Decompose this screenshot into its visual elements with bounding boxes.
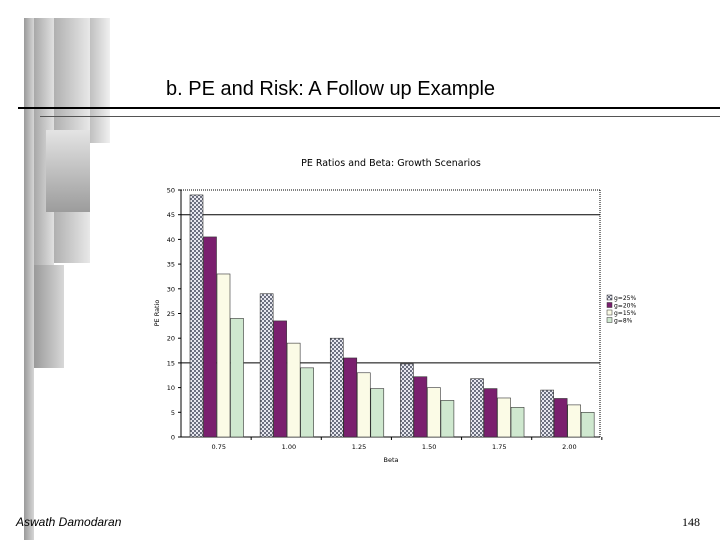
y-tick-label: 0 bbox=[171, 434, 175, 442]
x-tick-label: 1.75 bbox=[492, 443, 506, 451]
bar-g=15% bbox=[427, 387, 441, 438]
page-number: 148 bbox=[682, 515, 700, 529]
legend-label: g=8% bbox=[614, 318, 633, 325]
bar-g=20% bbox=[273, 320, 287, 438]
bar-g=15% bbox=[497, 397, 511, 438]
slide-title: b. PE and Risk: A Follow up Example bbox=[166, 78, 496, 100]
legend-swatch bbox=[606, 302, 613, 308]
bar-g=8% bbox=[580, 411, 595, 438]
bar-g=25% bbox=[259, 293, 274, 438]
y-tick-label: 15 bbox=[167, 359, 175, 367]
y-axis-label: PE Ratio bbox=[153, 300, 161, 327]
x-tick-label: 2.00 bbox=[562, 443, 576, 451]
y-tick-label: 10 bbox=[167, 384, 175, 392]
x-axis-label: Beta bbox=[384, 456, 399, 464]
bar-g=8% bbox=[440, 400, 455, 438]
legend-swatch bbox=[606, 317, 613, 323]
decor-bar bbox=[34, 265, 64, 368]
legend-label: g=15% bbox=[614, 310, 636, 317]
legend-swatch bbox=[606, 309, 613, 316]
y-tick-label: 5 bbox=[171, 409, 175, 417]
bar-g=20% bbox=[413, 376, 428, 438]
bar-g=20% bbox=[343, 357, 358, 438]
bar-g=25% bbox=[329, 337, 344, 438]
decor-bar bbox=[90, 18, 110, 143]
y-tick-label: 25 bbox=[167, 310, 175, 318]
bar-g=25% bbox=[400, 363, 414, 438]
y-tick-label: 20 bbox=[167, 335, 175, 343]
legend-label: g=25% bbox=[614, 295, 636, 302]
y-tick-label: 35 bbox=[167, 261, 175, 269]
decor-bar bbox=[24, 18, 34, 540]
y-tick-label: 30 bbox=[167, 285, 175, 293]
bar-g=8% bbox=[300, 367, 314, 438]
decor-bar bbox=[34, 18, 54, 308]
y-tick-label: 50 bbox=[167, 187, 175, 195]
x-tick-label: 1.00 bbox=[282, 443, 296, 451]
bar-g=15% bbox=[286, 342, 301, 438]
plot-area: 0 5 10 15 20 25 30 35 40 45 50 0.75 1.00 1.25 1.50 1.75… bbox=[167, 187, 637, 452]
bar-g=20% bbox=[553, 398, 568, 438]
bar-g=20% bbox=[203, 236, 217, 438]
x-tick-label: 0.75 bbox=[212, 443, 226, 451]
bar-g=25% bbox=[470, 378, 484, 438]
bar-g=15% bbox=[567, 404, 581, 438]
x-tick-label: 1.25 bbox=[352, 443, 366, 451]
footer-author: Aswath Damodaran bbox=[16, 515, 122, 529]
bar-g=15% bbox=[216, 273, 231, 438]
x-tick-label: 1.50 bbox=[422, 443, 436, 451]
chart-title: PE Ratios and Beta: Growth Scenarios bbox=[301, 158, 481, 169]
legend-label: g=20% bbox=[614, 303, 636, 310]
bar-g=15% bbox=[356, 372, 371, 438]
bar-g=20% bbox=[483, 388, 498, 438]
bar-g=8% bbox=[230, 318, 244, 438]
legend-swatch bbox=[606, 294, 613, 301]
y-tick-label: 40 bbox=[167, 236, 175, 244]
title-divider bbox=[18, 107, 720, 109]
bar-g=25% bbox=[189, 194, 204, 438]
bar-g=8% bbox=[370, 388, 385, 438]
title-divider-secondary bbox=[40, 116, 720, 117]
bar-g=25% bbox=[540, 389, 554, 438]
y-tick-label: 45 bbox=[167, 211, 175, 219]
bar-g=8% bbox=[510, 407, 525, 438]
decor-bar bbox=[46, 130, 90, 212]
